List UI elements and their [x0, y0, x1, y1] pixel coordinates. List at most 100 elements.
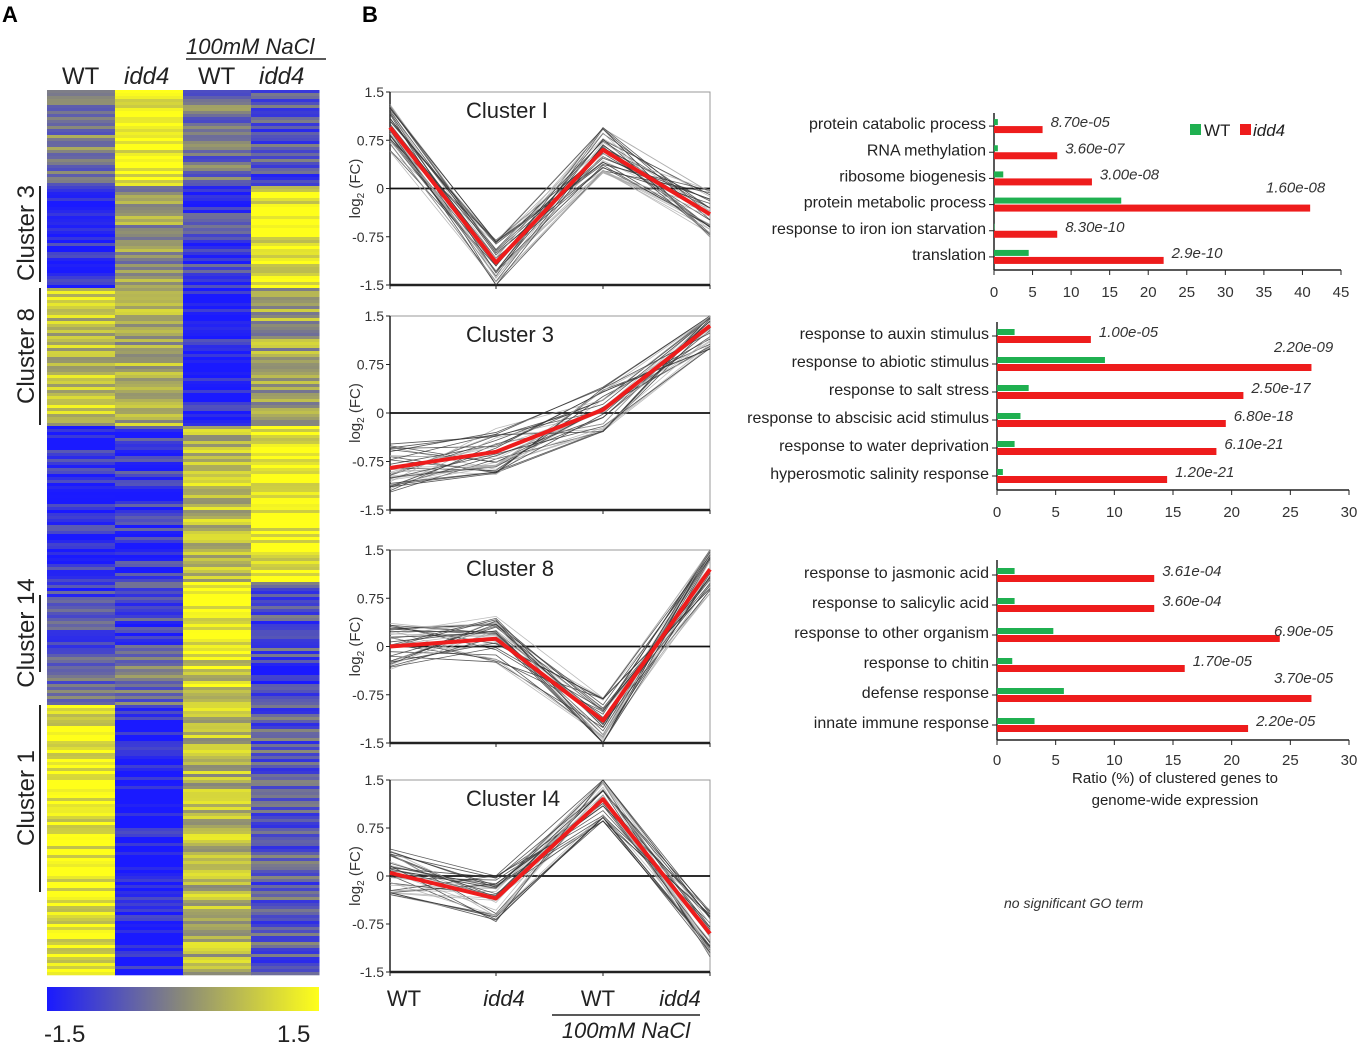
- line-gene-trace: [389, 582, 711, 742]
- line-y-axis-label: log2 (FC): [347, 617, 367, 677]
- heatmap-cell: [251, 627, 320, 631]
- heatmap-cell: [183, 603, 252, 607]
- heatmap-cell: [183, 789, 252, 793]
- heatmap-cell: [47, 123, 116, 127]
- line-y-tick-label: 1.5: [365, 308, 385, 324]
- bar-idd4: [997, 695, 1312, 702]
- heatmap-cell: [251, 882, 320, 886]
- heatmap-cell: [183, 921, 252, 925]
- heatmap-cell: [47, 846, 116, 850]
- heatmap-cell: [47, 924, 116, 928]
- heatmap-cell: [47, 807, 116, 811]
- heatmap-cell: [183, 186, 252, 190]
- heatmap-cell: [251, 213, 320, 217]
- heatmap-cell: [47, 843, 116, 847]
- line-gene-trace: [389, 559, 711, 744]
- heatmap-cell: [251, 432, 320, 436]
- heatmap-cell: [115, 315, 184, 319]
- bar-category-label: ribosome biogenesis: [839, 168, 986, 185]
- heatmap-cell: [183, 444, 252, 448]
- line-gene-trace: [389, 589, 711, 725]
- heatmap-cell: [251, 174, 320, 178]
- heatmap-cell: [115, 405, 184, 409]
- heatmap-cell: [251, 249, 320, 253]
- heatmap-cell: [115, 702, 184, 706]
- heatmap-cell: [115, 741, 184, 745]
- heatmap-cell: [183, 90, 252, 94]
- heatmap-cell: [47, 921, 116, 925]
- heatmap-cell: [47, 942, 116, 946]
- line-gene-trace: [389, 817, 711, 953]
- heatmap-cell: [115, 459, 184, 463]
- heatmap-cell: [47, 480, 116, 484]
- heatmap-cell: [183, 210, 252, 214]
- line-y-tick-label: 1.5: [365, 772, 385, 788]
- bar-idd4: [994, 230, 1058, 238]
- line-gene-trace: [389, 593, 711, 728]
- heatmap-cell: [183, 387, 252, 391]
- heatmap-cell: [47, 552, 116, 556]
- heatmap-cell: [47, 585, 116, 589]
- heatmap-cell: [47, 333, 116, 337]
- heatmap-cell: [47, 378, 116, 382]
- heatmap-cell: [251, 588, 320, 592]
- heatmap-cell: [251, 312, 320, 316]
- heatmap-cell: [115, 120, 184, 124]
- heatmap-cell: [115, 609, 184, 613]
- heatmap-cell: [251, 633, 320, 637]
- bar-category-label: response to abiotic stimulus: [792, 354, 989, 371]
- heatmap-cell: [47, 345, 116, 349]
- heatmap-cell: [251, 549, 320, 553]
- heatmap-cell: [47, 510, 116, 514]
- heatmap-cell: [115, 357, 184, 361]
- heatmap-cell: [47, 927, 116, 931]
- bar-category-label: response to chitin: [864, 655, 989, 672]
- heatmap-cell: [115, 678, 184, 682]
- heatmap-cell: [251, 252, 320, 256]
- heatmap-cell: [251, 753, 320, 757]
- heatmap-cell: [47, 516, 116, 520]
- heatmap-cell: [47, 315, 116, 319]
- heatmap-cell: [251, 819, 320, 823]
- heatmap-cell: [251, 366, 320, 370]
- heatmap-cell: [47, 321, 116, 325]
- heatmap-cell: [115, 504, 184, 508]
- heatmap-cell: [183, 930, 252, 934]
- heatmap-cell: [183, 963, 252, 967]
- heatmap-cell: [115, 216, 184, 220]
- heatmap-cell: [183, 99, 252, 103]
- heatmap-cell: [47, 213, 116, 217]
- heatmap-cell: [251, 123, 320, 127]
- heatmap-cell: [115, 354, 184, 358]
- heatmap-cell: [251, 774, 320, 778]
- heatmap-cell: [115, 942, 184, 946]
- heatmap-cell: [115, 753, 184, 757]
- heatmap-cell: [115, 267, 184, 271]
- heatmap-cell: [251, 117, 320, 121]
- heatmap-cell: [47, 387, 116, 391]
- heatmap-cell: [115, 393, 184, 397]
- heatmap-cell: [115, 873, 184, 877]
- heatmap-cell: [115, 261, 184, 265]
- heatmap-cell: [47, 666, 116, 670]
- heatmap-cell: [183, 294, 252, 298]
- heatmap-cell: [183, 318, 252, 322]
- heatmap-cell: [115, 345, 184, 349]
- heatmap-cell: [47, 933, 116, 937]
- heatmap-cell: [47, 819, 116, 823]
- heatmap-cell: [47, 918, 116, 922]
- bar-x-tick-label: 40: [1294, 284, 1311, 301]
- heatmap-cell: [251, 255, 320, 259]
- heatmap-cell: [47, 696, 116, 700]
- heatmap-cell: [47, 171, 116, 175]
- heatmap-cell: [47, 549, 116, 553]
- heatmap-cell: [251, 615, 320, 619]
- heatmap-cell: [115, 657, 184, 661]
- heatmap-cell: [115, 957, 184, 961]
- heatmap-cell: [47, 141, 116, 145]
- heatmap-cell: [251, 921, 320, 925]
- heatmap-cell: [251, 177, 320, 181]
- heatmap-cell: [251, 582, 320, 586]
- heatmap-cell: [183, 516, 252, 520]
- heatmap-cell: [251, 480, 320, 484]
